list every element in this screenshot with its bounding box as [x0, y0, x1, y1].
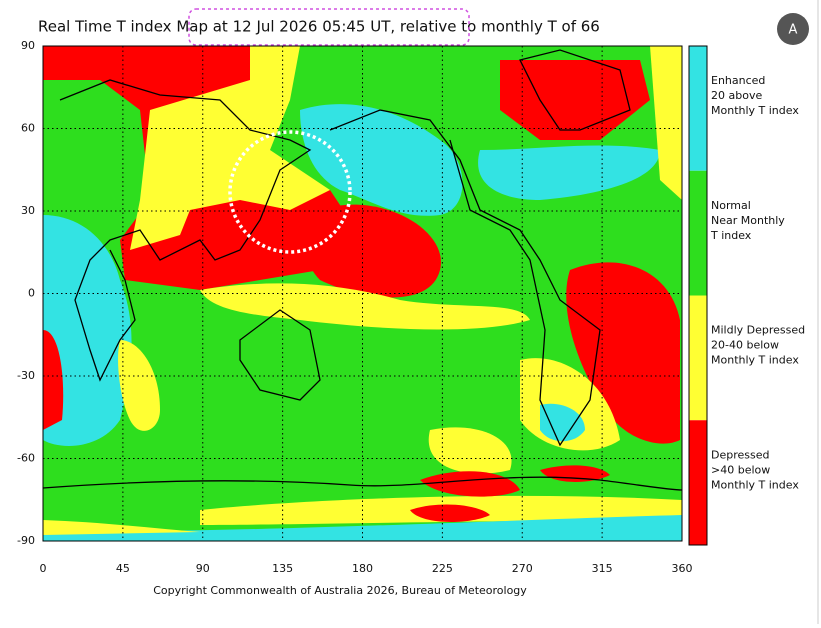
- y-tick-label: -30: [17, 369, 35, 382]
- x-tick-label: 90: [196, 562, 210, 575]
- legend-swatch: [689, 170, 707, 296]
- y-tick-label: 30: [21, 204, 35, 217]
- legend-label: Normal: [711, 199, 751, 212]
- highlight-box: [188, 8, 470, 46]
- copyright: Copyright Commonwealth of Australia 2026…: [153, 584, 527, 597]
- title: Real Time T index Map at 12 Jul 2026 05:…: [38, 18, 600, 36]
- y-tick-label: -60: [17, 452, 35, 465]
- legend-label: Monthly T index: [711, 478, 799, 491]
- x-tick-label: 135: [272, 562, 293, 575]
- map-frame: [42, 45, 683, 542]
- legend-label: 20 above: [711, 89, 762, 102]
- legend: Enhanced 20 above Monthly T index Normal Nea…: [688, 45, 805, 546]
- x-tick-label: 0: [40, 562, 47, 575]
- x-tick-label: 180: [352, 562, 373, 575]
- highlight-circle: [228, 130, 352, 254]
- legend-frame: [688, 45, 708, 546]
- x-tick-label: 360: [672, 562, 693, 575]
- legend-swatch: [689, 420, 707, 545]
- legend-label: Depressed: [711, 448, 769, 461]
- legend-label: >40 below: [711, 463, 770, 476]
- y-tick-label: 60: [21, 122, 35, 135]
- legend-label: Mildly Depressed: [711, 324, 805, 337]
- y-tick-label: -90: [17, 534, 35, 547]
- legend-label: Enhanced: [711, 74, 765, 87]
- legend-label: Monthly T index: [711, 354, 799, 367]
- translate-icon[interactable]: [777, 13, 809, 45]
- y-tick-label: 0: [28, 287, 35, 300]
- legend-label: Near Monthly: [711, 214, 785, 227]
- y-tick-label: 90: [21, 39, 35, 52]
- legend-swatch: [689, 46, 707, 171]
- legend-swatch: [689, 295, 707, 421]
- legend-label: T index: [710, 229, 752, 242]
- x-tick-label: 270: [512, 562, 533, 575]
- legend-label: 20-40 below: [711, 339, 779, 352]
- icon-glyph: A: [789, 23, 798, 38]
- x-tick-label: 315: [592, 562, 613, 575]
- legend-label: Monthly T index: [711, 104, 799, 117]
- x-tick-label: 45: [116, 562, 130, 575]
- x-tick-label: 225: [432, 562, 453, 575]
